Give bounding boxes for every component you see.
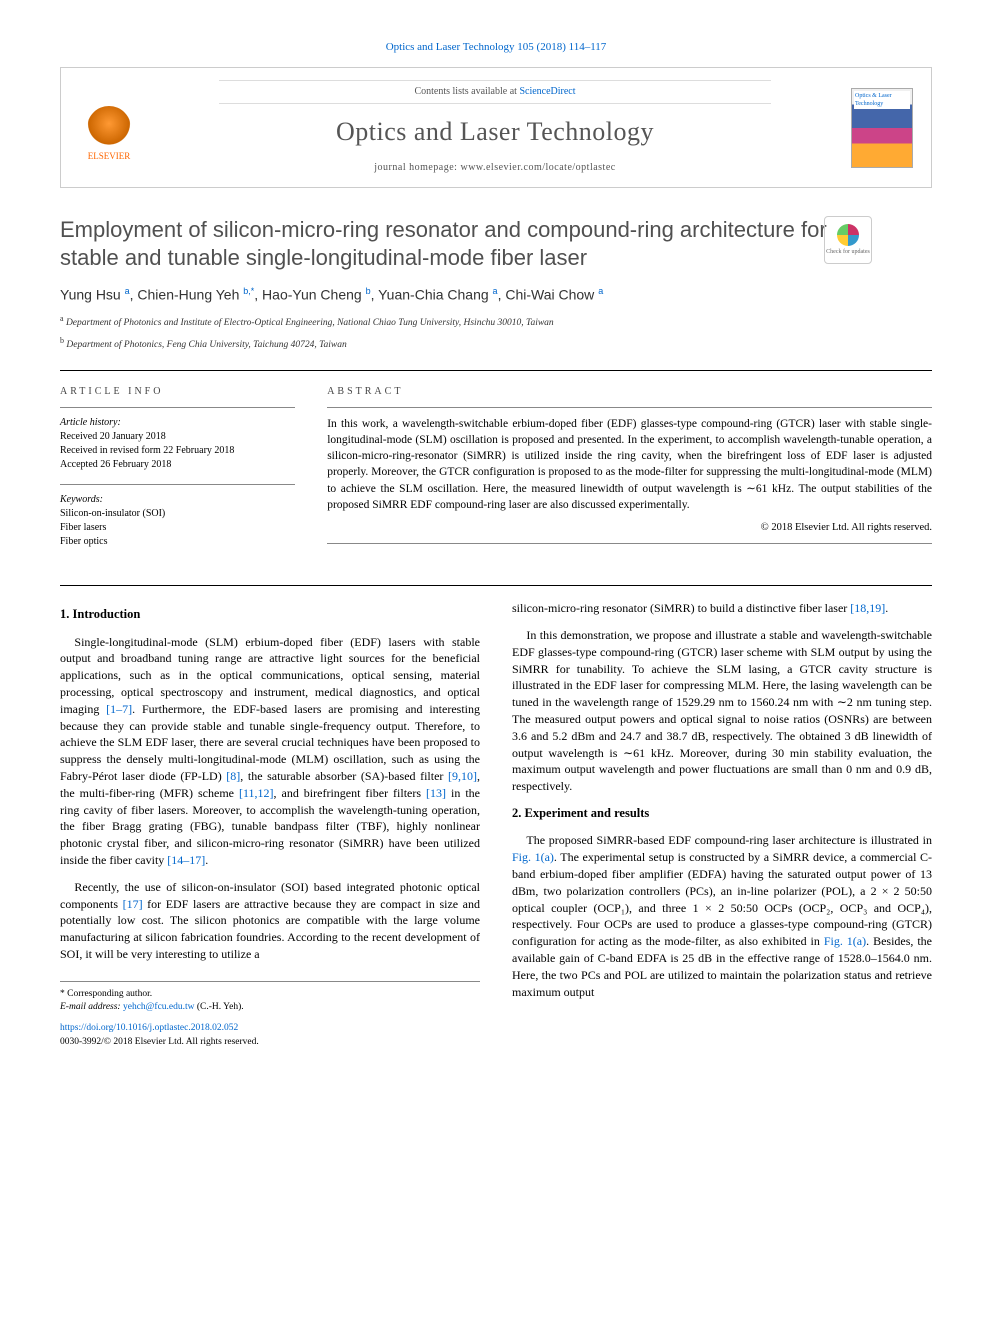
citation-link[interactable]: [14–17] — [167, 853, 205, 867]
article-info-column: ARTICLE INFO Article history: Received 2… — [60, 385, 295, 561]
body-two-column: 1. Introduction Single-longitudinal-mode… — [60, 600, 932, 1049]
body-paragraph: silicon-micro-ring resonator (SiMRR) to … — [512, 600, 932, 617]
check-for-updates-badge[interactable]: Check for updates — [824, 216, 872, 264]
journal-reference: Optics and Laser Technology 105 (2018) 1… — [60, 40, 932, 55]
abstract-copyright: © 2018 Elsevier Ltd. All rights reserved… — [327, 521, 932, 536]
elsevier-tree-icon — [87, 106, 131, 150]
journal-header-box: ELSEVIER Contents lists available at Sci… — [60, 67, 932, 187]
body-paragraph: In this demonstration, we propose and il… — [512, 627, 932, 795]
section-1-heading: 1. Introduction — [60, 606, 480, 624]
corresponding-author-footer: * Corresponding author. E-mail address: … — [60, 981, 480, 1049]
article-info-heading: ARTICLE INFO — [60, 385, 295, 399]
horizontal-rule — [60, 585, 932, 586]
authors-line: Yung Hsu a, Chien-Hung Yeh b,*, Hao-Yun … — [60, 285, 932, 305]
citation-link[interactable]: [11,12] — [239, 786, 274, 800]
affiliation-line: a Department of Photonics and Institute … — [60, 313, 932, 330]
figure-link[interactable]: Fig. 1(a) — [824, 934, 866, 948]
article-history-block: Article history: Received 20 January 201… — [60, 416, 295, 472]
corresponding-email-link[interactable]: yehch@fcu.edu.tw — [123, 1002, 195, 1012]
citation-link[interactable]: [18,19] — [850, 601, 885, 615]
horizontal-rule — [60, 370, 932, 371]
journal-homepage-line: journal homepage: www.elsevier.com/locat… — [139, 161, 851, 175]
elsevier-logo: ELSEVIER — [79, 93, 139, 163]
history-line: Received in revised form 22 February 201… — [60, 444, 295, 458]
email-line: E-mail address: yehch@fcu.edu.tw (C.-H. … — [60, 1001, 480, 1014]
info-abstract-row: ARTICLE INFO Article history: Received 2… — [60, 385, 932, 561]
affiliations-block: a Department of Photonics and Institute … — [60, 313, 932, 352]
title-row: Check for updates Employment of silicon-… — [60, 216, 932, 273]
email-who: (C.-H. Yeh). — [195, 1002, 244, 1012]
history-label: Article history: — [60, 416, 295, 430]
journal-cover-thumbnail — [851, 88, 913, 168]
history-line: Received 20 January 2018 — [60, 430, 295, 444]
issn-copyright-line: 0030-3992/© 2018 Elsevier Ltd. All right… — [60, 1036, 480, 1049]
corresponding-label: * Corresponding author. — [60, 988, 480, 1001]
keywords-label: Keywords: — [60, 493, 295, 507]
affiliation-line: b Department of Photonics, Feng Chia Uni… — [60, 335, 932, 352]
history-line: Accepted 26 February 2018 — [60, 458, 295, 472]
contents-available-line: Contents lists available at ScienceDirec… — [219, 80, 771, 104]
thin-rule — [327, 407, 932, 408]
doi-link[interactable]: https://doi.org/10.1016/j.optlastec.2018… — [60, 1023, 238, 1033]
citation-link[interactable]: [17] — [123, 897, 143, 911]
homepage-prefix: journal homepage: — [374, 162, 460, 173]
crossmark-icon — [837, 224, 859, 246]
header-center: Contents lists available at ScienceDirec… — [139, 80, 851, 174]
sciencedirect-link[interactable]: ScienceDirect — [519, 86, 575, 97]
contents-prefix: Contents lists available at — [414, 86, 519, 97]
figure-link[interactable]: Fig. 1(a) — [512, 850, 554, 864]
thin-rule — [60, 407, 295, 408]
citation-link[interactable]: [1–7] — [106, 702, 132, 716]
body-paragraph: Recently, the use of silicon-on-insulato… — [60, 879, 480, 963]
body-paragraph: The proposed SiMRR-based EDF compound-ri… — [512, 832, 932, 1000]
publisher-label: ELSEVIER — [88, 150, 131, 163]
citation-link[interactable]: [13] — [426, 786, 446, 800]
keyword: Silicon-on-insulator (SOI) — [60, 507, 295, 521]
thin-rule — [327, 543, 932, 544]
abstract-heading: ABSTRACT — [327, 385, 932, 399]
section-2-heading: 2. Experiment and results — [512, 805, 932, 823]
journal-name: Optics and Laser Technology — [139, 114, 851, 150]
email-label: E-mail address: — [60, 1002, 123, 1012]
keyword: Fiber lasers — [60, 521, 295, 535]
keyword: Fiber optics — [60, 535, 295, 549]
homepage-url[interactable]: www.elsevier.com/locate/optlastec — [460, 162, 615, 173]
body-paragraph: Single-longitudinal-mode (SLM) erbium-do… — [60, 634, 480, 869]
citation-link[interactable]: [8] — [226, 769, 240, 783]
citation-link[interactable]: [9,10] — [448, 769, 477, 783]
article-title: Employment of silicon-micro-ring resonat… — [60, 216, 932, 273]
check-updates-label: Check for updates — [826, 248, 870, 256]
abstract-text: In this work, a wavelength-switchable er… — [327, 416, 932, 513]
keywords-block: Keywords: Silicon-on-insulator (SOI) Fib… — [60, 493, 295, 549]
abstract-column: ABSTRACT In this work, a wavelength-swit… — [327, 385, 932, 561]
thin-rule — [60, 484, 295, 485]
